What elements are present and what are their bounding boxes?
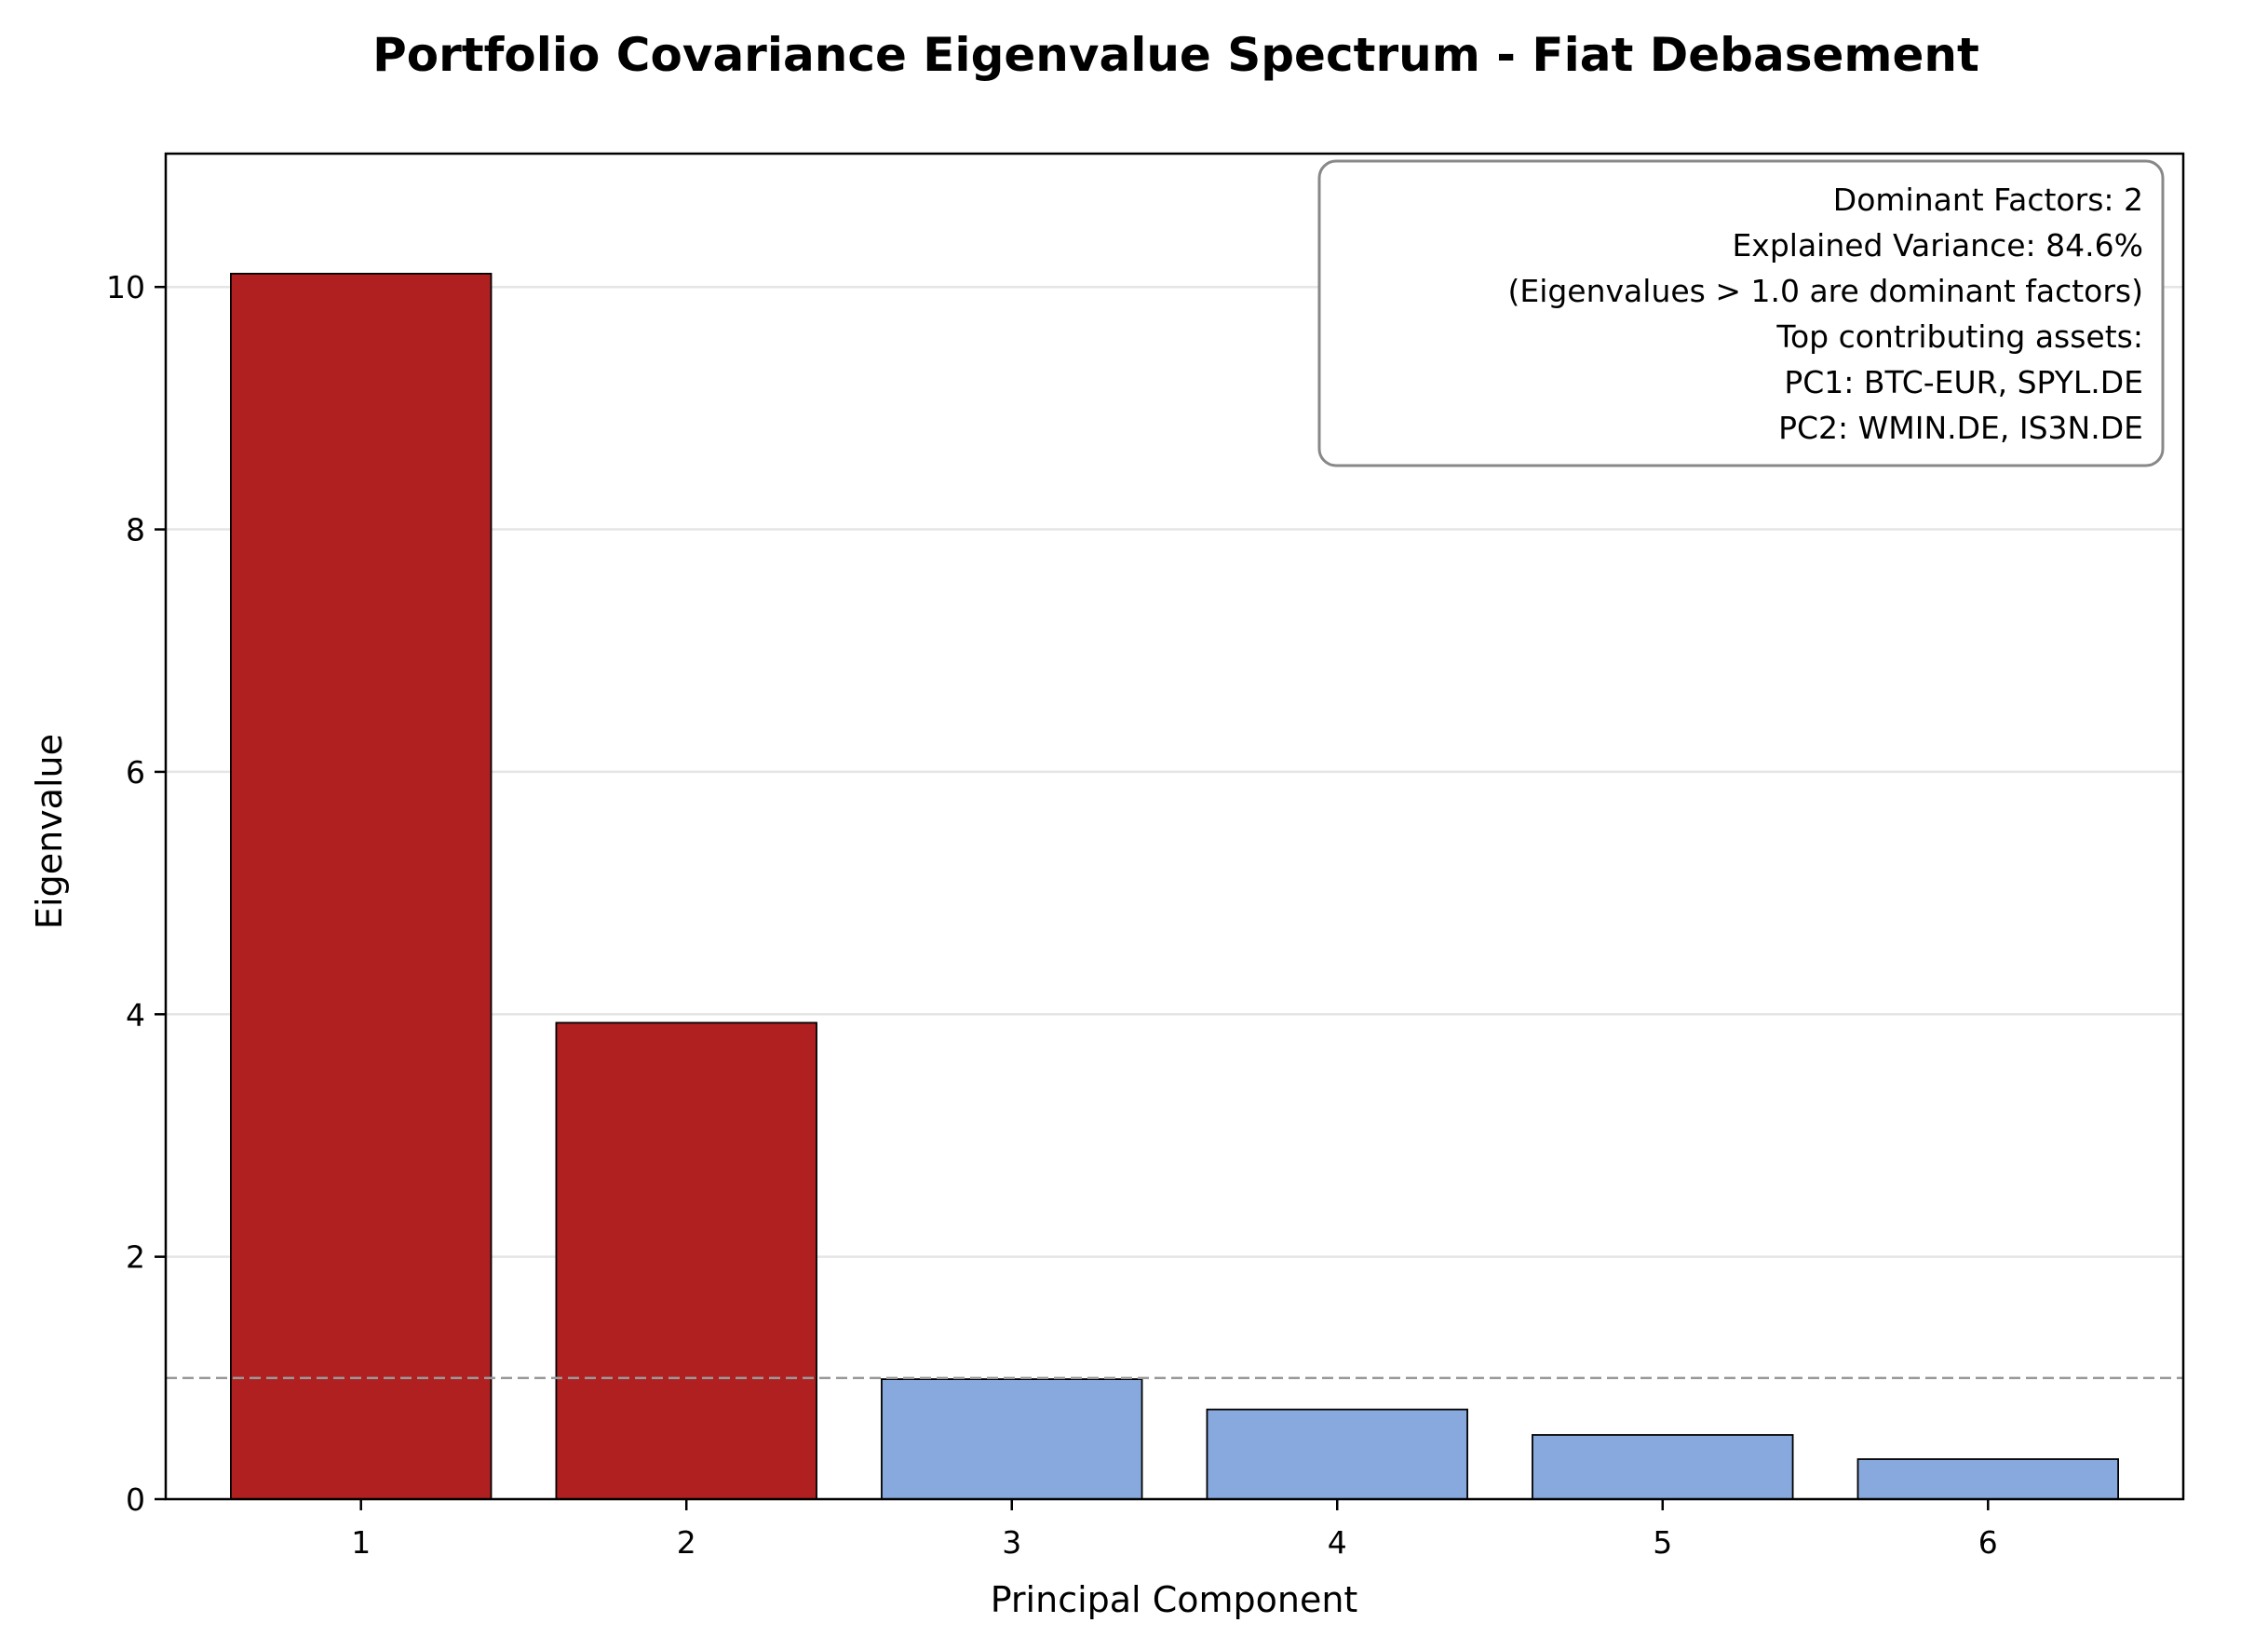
y-tick-label: 6 bbox=[126, 754, 145, 791]
bar-pc1 bbox=[230, 272, 493, 1500]
x-axis-label: Principal Component bbox=[991, 1579, 1358, 1620]
info-line-dominant-factors: Dominant Factors: 2 bbox=[1833, 182, 2143, 218]
bars bbox=[230, 272, 2119, 1500]
info-line-pc2-assets: PC2: WMIN.DE, IS3N.DE bbox=[1778, 410, 2143, 446]
info-line-top-assets-heading: Top contributing assets: bbox=[1775, 318, 2143, 355]
x-tick-label: 6 bbox=[1978, 1524, 1998, 1561]
x-tick-label: 2 bbox=[677, 1524, 696, 1561]
info-line-threshold-note: (Eigenvalues > 1.0 are dominant factors) bbox=[1507, 273, 2143, 309]
y-tick-label: 8 bbox=[126, 512, 145, 548]
bar-pc4 bbox=[1206, 1408, 1468, 1500]
x-tick-label: 4 bbox=[1328, 1524, 1347, 1561]
bar-pc3 bbox=[881, 1378, 1143, 1500]
bar-pc5 bbox=[1532, 1434, 1794, 1500]
x-tick-label: 5 bbox=[1653, 1524, 1672, 1561]
info-box: Dominant Factors: 2 Explained Variance: … bbox=[1317, 159, 2165, 467]
info-line-explained-variance: Explained Variance: 84.6% bbox=[1732, 227, 2143, 264]
info-line-pc1-assets: PC1: BTC-EUR, SPYL.DE bbox=[1784, 364, 2143, 400]
y-axis-label: Eigenvalue bbox=[29, 734, 70, 929]
info-box-frame bbox=[1317, 159, 2165, 467]
y-tick-label: 2 bbox=[126, 1239, 145, 1276]
x-axis-ticks: 1 2 3 4 5 6 bbox=[351, 1499, 1998, 1561]
y-axis-ticks: 0 2 4 6 8 10 bbox=[106, 269, 166, 1518]
chart-title: Portfolio Covariance Eigenvalue Spectrum… bbox=[372, 28, 1979, 82]
x-tick-label: 3 bbox=[1002, 1524, 1021, 1561]
y-tick-label: 0 bbox=[126, 1481, 145, 1518]
plot-frame bbox=[164, 152, 2185, 1501]
bar-pc2 bbox=[555, 1021, 817, 1500]
y-tick-label: 10 bbox=[106, 269, 145, 305]
y-tick-label: 4 bbox=[126, 996, 145, 1033]
bar-pc6 bbox=[1856, 1458, 2119, 1500]
x-tick-label: 1 bbox=[351, 1524, 371, 1561]
